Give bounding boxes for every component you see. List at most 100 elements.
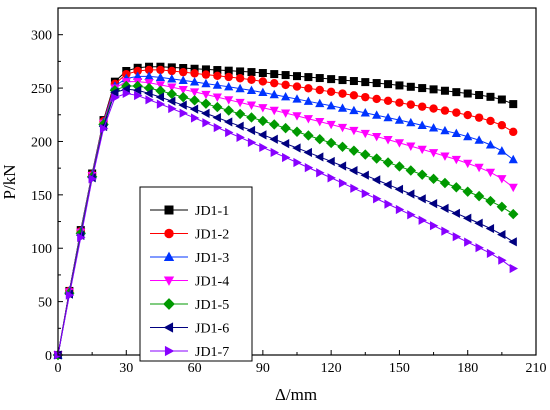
data-point xyxy=(246,112,257,123)
data-point xyxy=(350,183,359,193)
data-point xyxy=(144,65,154,75)
data-point xyxy=(497,229,506,240)
data-point xyxy=(111,93,120,103)
data-point xyxy=(303,130,314,141)
data-point xyxy=(77,232,86,243)
y-tick-label: 300 xyxy=(31,29,52,44)
data-point xyxy=(292,94,302,103)
data-point xyxy=(406,189,415,199)
data-point xyxy=(418,84,427,93)
data-point xyxy=(360,129,370,139)
legend-marker xyxy=(163,322,174,333)
data-point xyxy=(348,145,360,156)
data-point xyxy=(246,85,257,95)
data-point xyxy=(190,113,200,123)
data-point xyxy=(282,152,291,163)
data-point xyxy=(394,139,405,148)
data-point xyxy=(281,80,290,90)
data-point xyxy=(65,290,75,300)
x-tick-label: 120 xyxy=(321,361,342,376)
y-axis-label: P/kN xyxy=(0,165,19,200)
data-point xyxy=(258,69,267,78)
legend-item: JD1-4 xyxy=(150,275,229,290)
data-point xyxy=(235,74,245,83)
legend-marker xyxy=(163,276,175,286)
data-point xyxy=(202,118,211,128)
data-point xyxy=(200,98,212,109)
data-point xyxy=(224,81,234,91)
data-point xyxy=(155,85,166,96)
legend-label: JD1-2 xyxy=(195,228,229,243)
data-point xyxy=(440,106,450,115)
data-point xyxy=(383,136,393,145)
legend-label: JD1-3 xyxy=(195,251,229,266)
data-point xyxy=(452,232,462,242)
data-point xyxy=(417,102,427,111)
data-point xyxy=(382,157,394,168)
data-point xyxy=(405,165,417,176)
data-point xyxy=(372,110,382,119)
data-point xyxy=(246,125,256,136)
data-point xyxy=(498,255,507,265)
data-point xyxy=(474,218,483,228)
legend-item: JD1-1 xyxy=(150,204,229,219)
data-point xyxy=(155,72,166,81)
data-point xyxy=(133,71,143,80)
data-point xyxy=(177,91,189,103)
data-point xyxy=(269,134,278,144)
data-point xyxy=(110,87,119,97)
data-point xyxy=(292,82,302,91)
data-point xyxy=(291,126,303,137)
data-point xyxy=(134,90,143,101)
data-point xyxy=(269,89,279,99)
data-point xyxy=(303,115,313,124)
data-point xyxy=(428,149,439,158)
data-point xyxy=(99,124,109,134)
x-tick-label: 90 xyxy=(256,361,270,376)
data-point xyxy=(475,91,484,100)
y-tick-label: 0 xyxy=(45,349,52,364)
data-point xyxy=(326,101,336,110)
data-point xyxy=(167,96,176,106)
data-point xyxy=(303,96,313,105)
data-point xyxy=(144,88,153,99)
data-point xyxy=(121,84,130,94)
data-point xyxy=(156,65,165,75)
data-point xyxy=(292,112,302,121)
data-point xyxy=(201,70,211,79)
data-point xyxy=(349,166,358,176)
data-point xyxy=(270,147,280,158)
data-point xyxy=(337,123,348,133)
data-point xyxy=(349,77,358,86)
data-point xyxy=(258,77,268,86)
data-point xyxy=(315,118,325,127)
data-point xyxy=(234,108,246,120)
data-point xyxy=(372,132,382,142)
data-point xyxy=(179,108,188,118)
data-point xyxy=(361,92,370,102)
x-tick-label: 150 xyxy=(389,361,410,376)
legend-marker xyxy=(164,228,174,239)
data-point xyxy=(485,195,496,207)
data-point xyxy=(270,70,279,79)
data-point xyxy=(201,108,210,118)
data-point xyxy=(292,143,301,153)
data-point xyxy=(406,82,415,91)
legend-marker xyxy=(163,251,175,262)
data-point xyxy=(360,170,369,180)
data-point xyxy=(190,69,199,78)
data-point xyxy=(485,140,496,149)
data-point xyxy=(462,186,473,197)
data-point xyxy=(189,77,200,86)
data-point xyxy=(496,201,508,213)
data-point xyxy=(223,117,233,127)
data-point xyxy=(304,84,313,93)
data-point xyxy=(417,120,427,129)
data-point xyxy=(485,168,496,178)
series-JD1-5 xyxy=(52,80,519,361)
data-point xyxy=(167,74,177,83)
data-point xyxy=(417,145,427,155)
data-point xyxy=(349,105,359,115)
data-point xyxy=(235,98,245,108)
data-point xyxy=(360,108,370,117)
